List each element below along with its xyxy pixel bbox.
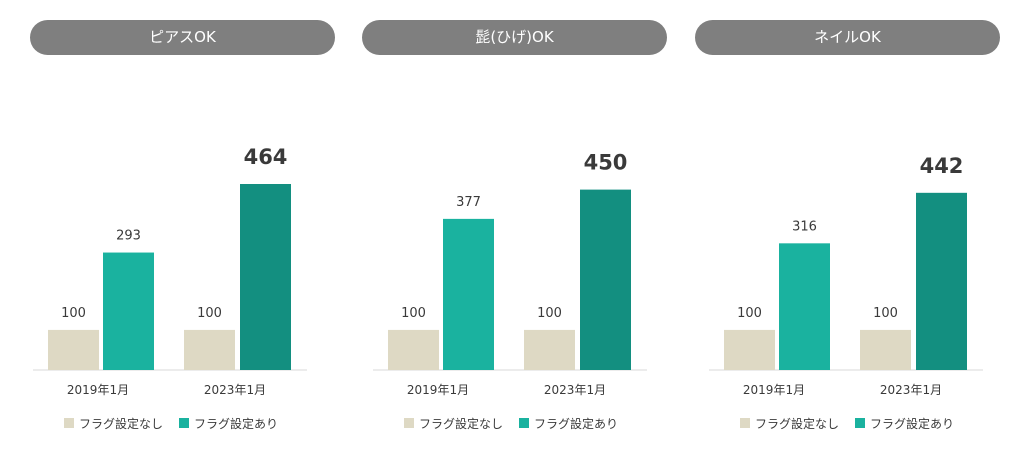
bar-no-flag [388, 329, 439, 370]
chart-legend: フラグ設定なし フラグ設定あり [64, 414, 294, 432]
x-tick-label: 2019年1月 [407, 383, 469, 397]
bar-no-flag [724, 329, 775, 370]
chart-panel: ネイルOK 100 316 2019年1月 100 442 2023年1月 フラグ設定なし フラ… [676, 0, 1016, 462]
bar-flag [240, 184, 291, 370]
legend-label: フラグ設定あり [194, 416, 279, 431]
bar-no-flag [860, 329, 911, 370]
bar-no-flag [48, 329, 99, 370]
bar-no-flag [524, 329, 575, 370]
data-label: 100 [737, 306, 762, 321]
x-tick-label: 2019年1月 [743, 383, 805, 397]
bar-flag [443, 218, 494, 370]
data-label: 100 [401, 306, 426, 321]
chart-panel: 髭(ひげ)OK 100 377 2019年1月 100 450 2023年1月フラグ設定なし… [340, 0, 680, 462]
data-label: 316 [792, 219, 817, 234]
legend-label: フラグ設定なし [755, 416, 840, 431]
bar-flag [916, 192, 967, 370]
bar-no-flag [184, 329, 235, 370]
x-tick-label: 2023年1月 [204, 383, 266, 397]
legend-swatch [519, 418, 530, 428]
legend-swatch [855, 418, 866, 428]
legend-item-no-flag: フラグ設定なし [740, 415, 839, 432]
bar-flag [103, 252, 154, 370]
data-label: 100 [873, 306, 898, 321]
data-label: 100 [537, 306, 562, 321]
bar-chart: 100 293 2019年1月 100 464 2023年1月 [33, 145, 307, 397]
bar-flag [779, 243, 830, 370]
legend-label: フラグ設定あり [534, 416, 619, 431]
chart-legend: フラグ設定なし フラグ設定あり [404, 414, 634, 432]
legend-label: フラグ設定なし [79, 416, 164, 431]
legend-swatch [404, 418, 414, 428]
legend-item-flag: フラグ設定あり [855, 415, 954, 432]
legend-label: フラグ設定なし [419, 416, 504, 431]
x-tick-label: 2023年1月 [544, 383, 606, 397]
chart-title: 髭(ひげ)OK [362, 20, 667, 55]
legend-swatch [179, 418, 190, 428]
chart-panel: ピアスOK 100 293 2019年1月 100 464 2023年1月 フラグ設定なし フラ… [0, 0, 340, 462]
data-label: 293 [116, 229, 141, 244]
data-label: 464 [244, 145, 288, 169]
bar-chart: 100 316 2019年1月 100 442 2023年1月 [709, 154, 983, 397]
legend-item-no-flag: フラグ設定なし [404, 415, 503, 432]
legend-swatch [64, 418, 74, 428]
bar-chart: 100 377 2019年1月 100 450 2023年1月 [373, 151, 647, 397]
legend-item-no-flag: フラグ設定なし [64, 415, 163, 432]
legend-label: フラグ設定あり [870, 416, 955, 431]
bar-flag [580, 189, 631, 370]
chart-legend: フラグ設定なし フラグ設定あり [740, 414, 970, 432]
data-label: 100 [61, 306, 86, 321]
chart-title: ネイルOK [695, 20, 1000, 55]
data-label: 442 [920, 154, 964, 178]
data-label: 377 [456, 195, 481, 210]
x-tick-label: 2019年1月 [67, 383, 129, 397]
data-label: 100 [197, 306, 222, 321]
chart-title: ピアスOK [30, 20, 335, 55]
legend-swatch [740, 418, 750, 428]
legend-item-flag: フラグ設定あり [519, 415, 618, 432]
data-label: 450 [584, 151, 628, 175]
x-tick-label: 2023年1月 [880, 383, 942, 397]
legend-item-flag: フラグ設定あり [179, 415, 278, 432]
